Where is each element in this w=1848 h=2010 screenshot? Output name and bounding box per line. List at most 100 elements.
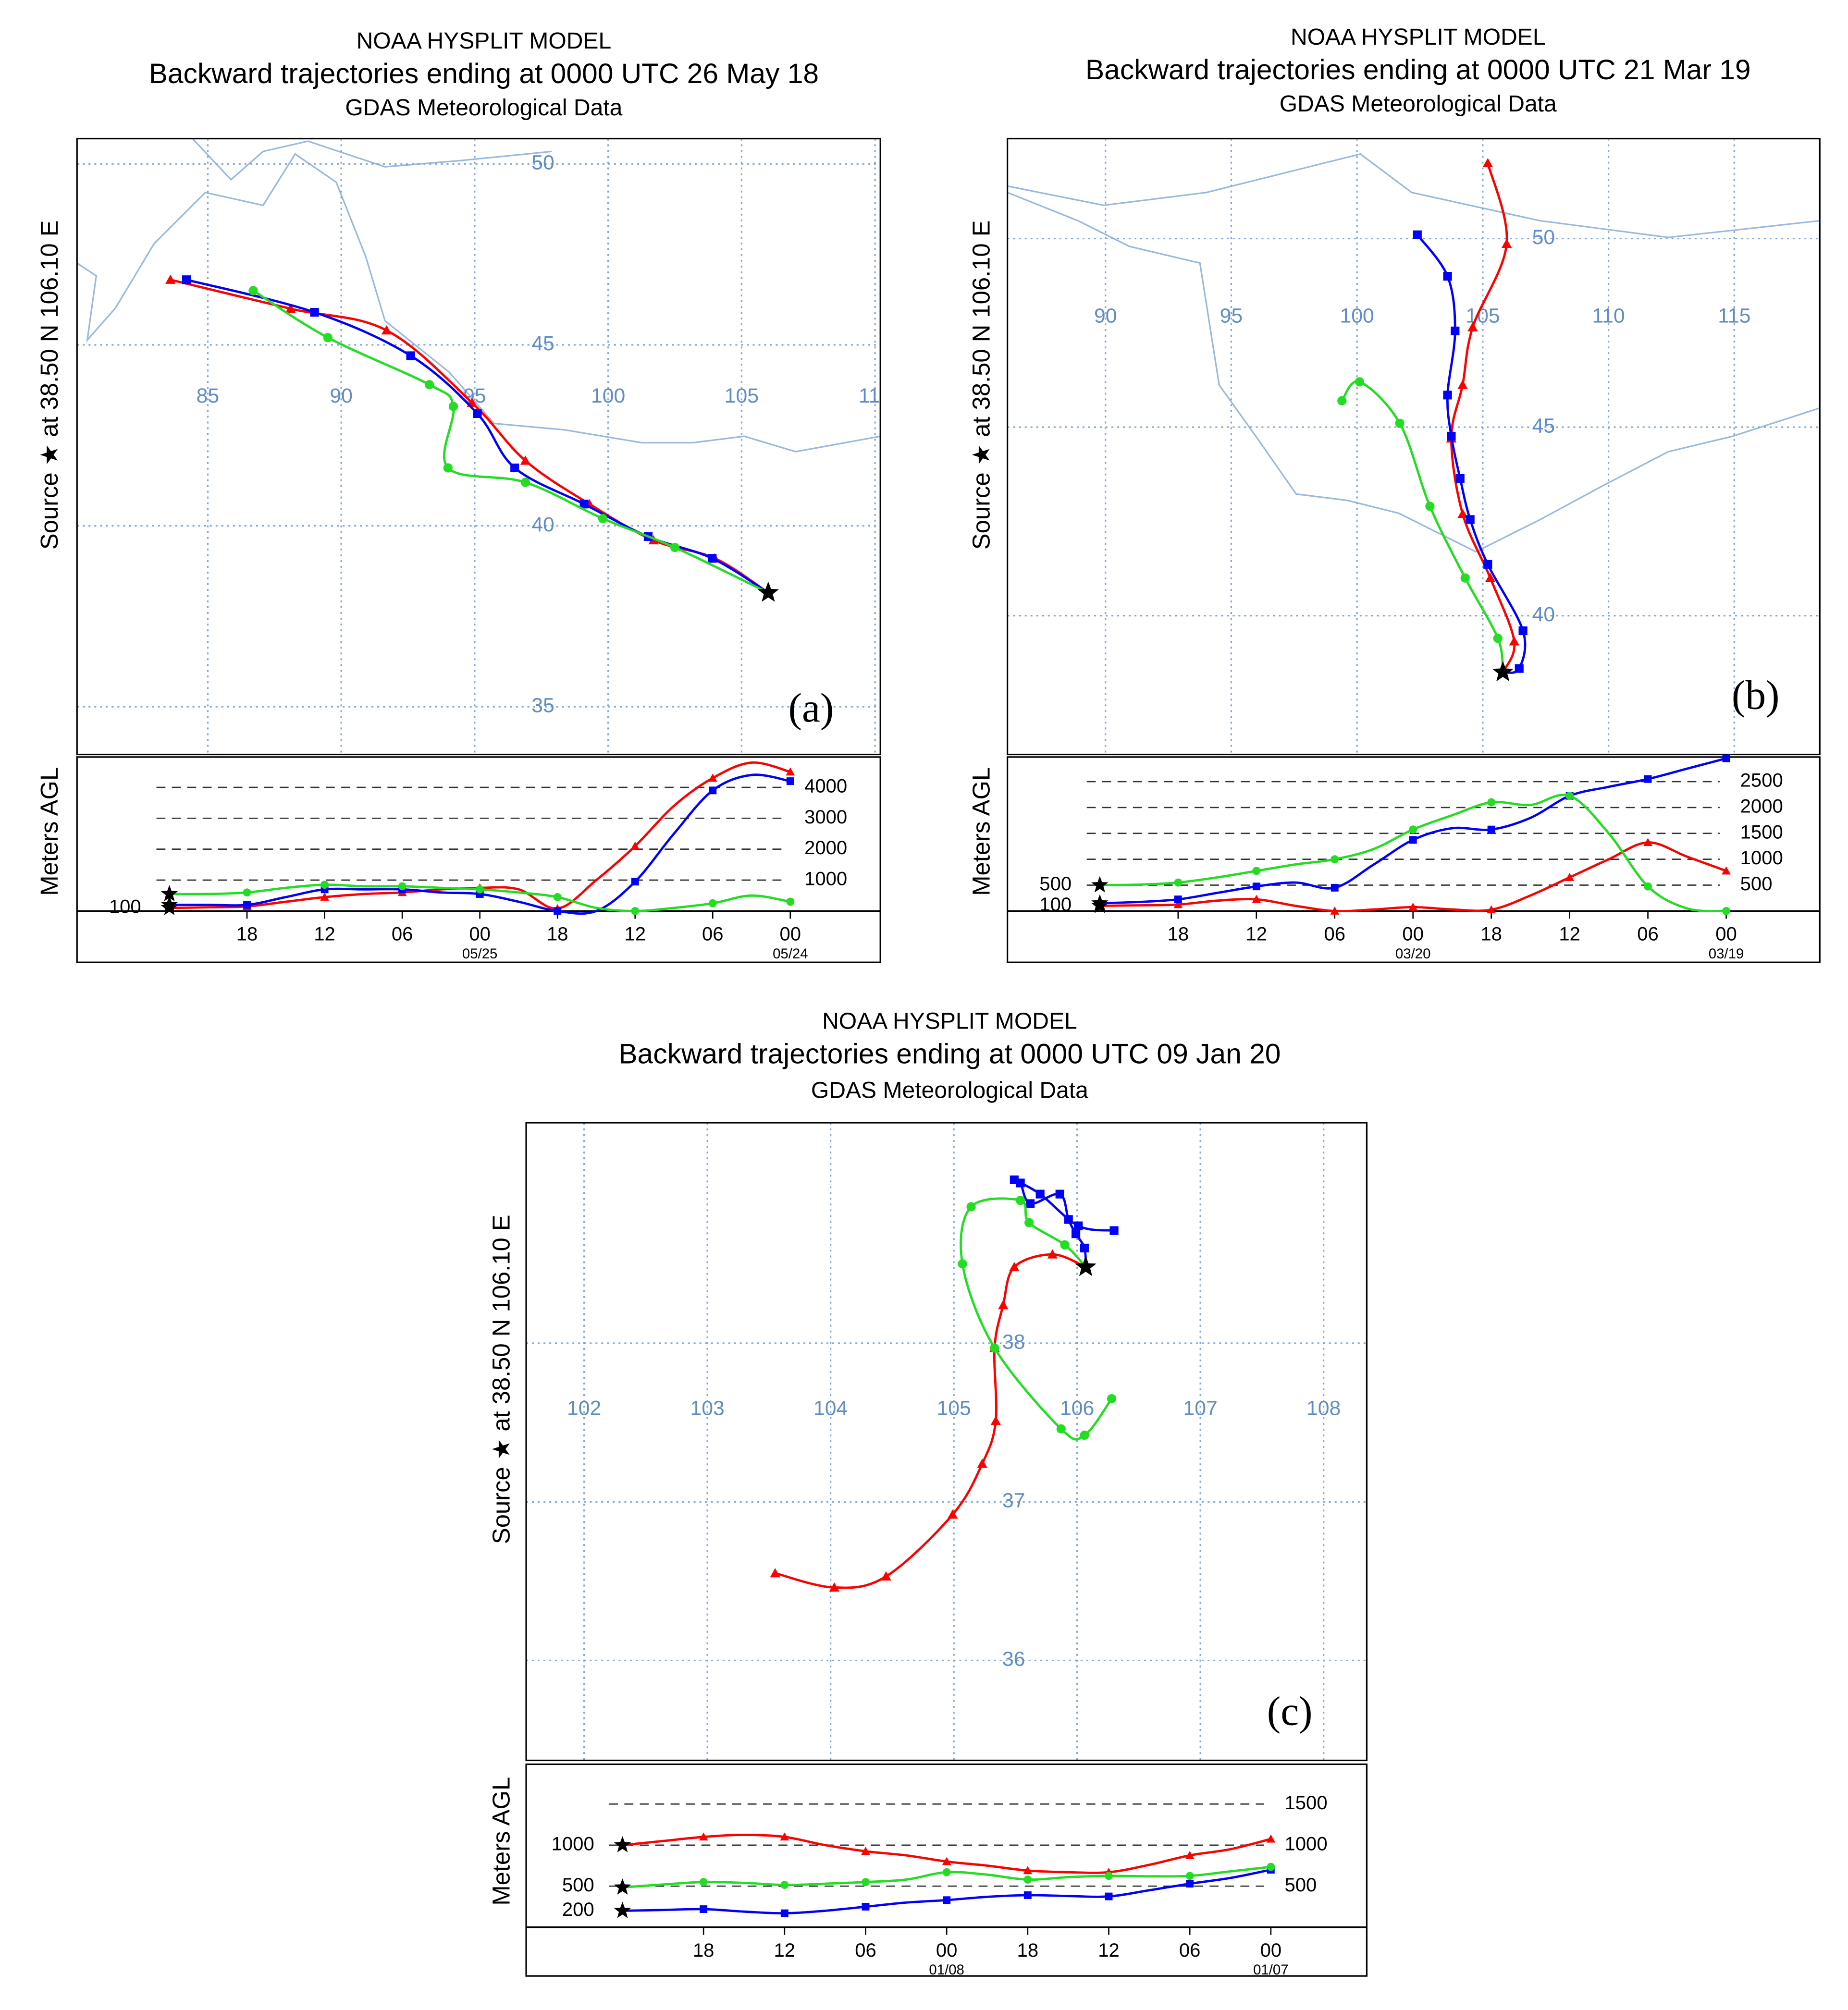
- chart-note: GDAS Meteorological Data: [345, 95, 622, 121]
- marker-triangle: [1509, 636, 1519, 646]
- marker-triangle: [947, 1509, 958, 1519]
- marker-circle: [631, 907, 640, 915]
- source-star: [614, 1878, 631, 1895]
- marker-square: [1174, 895, 1182, 904]
- longitude-label: 103: [690, 1397, 724, 1420]
- map-axis-label: Source ★ at 38.50 N 106.10 E: [967, 220, 995, 550]
- marker-triangle: [977, 1458, 987, 1468]
- marker-square: [473, 409, 482, 418]
- longitude-label: 85: [197, 384, 220, 407]
- date-label: 01/08: [929, 1962, 964, 1978]
- height-tick-label: 500: [1285, 1875, 1317, 1896]
- marker-circle: [320, 881, 329, 889]
- marker-square: [1483, 560, 1492, 569]
- marker-square: [709, 786, 717, 795]
- marker-triangle: [699, 1832, 708, 1841]
- marker-square: [631, 878, 639, 886]
- height-line: [169, 773, 791, 915]
- height-line: [1099, 794, 1726, 912]
- marker-circle: [1644, 882, 1652, 891]
- marker-circle: [1337, 396, 1347, 405]
- trajectory-line: [1341, 380, 1504, 673]
- map-frame: [1007, 137, 1821, 756]
- time-tick-label: 18: [1168, 924, 1189, 945]
- marker-circle: [248, 286, 258, 295]
- height-tick-label: 500: [1740, 873, 1773, 895]
- marker-triangle: [1330, 907, 1340, 915]
- height-tick-label: 2000: [1740, 796, 1783, 817]
- date-label: 05/24: [773, 946, 808, 962]
- marker-triangle: [1047, 1249, 1058, 1259]
- marker-triangle: [708, 773, 717, 782]
- longitude-label: 105: [725, 384, 759, 407]
- marker-triangle: [1722, 866, 1731, 875]
- source-star: [160, 885, 178, 902]
- source-star: [1492, 661, 1514, 682]
- chart-title: NOAA HYSPLIT MODEL: [357, 28, 612, 54]
- marker-circle: [1024, 1218, 1034, 1227]
- marker-square: [1455, 474, 1465, 483]
- height-line: [622, 1834, 1271, 1874]
- time-tick-label: 00: [936, 1940, 958, 1961]
- latitude-label: 35: [531, 694, 554, 717]
- marker-circle: [1565, 792, 1574, 800]
- marker-triangle: [1487, 905, 1496, 914]
- longitude-label: 107: [1183, 1397, 1218, 1420]
- source-star: [614, 1836, 631, 1852]
- marker-circle: [862, 1878, 870, 1887]
- height-tick-label: 1000: [1740, 847, 1783, 869]
- start-height-label: 200: [562, 1899, 594, 1920]
- longitude-label: 105: [1466, 305, 1500, 328]
- height-frame: [76, 756, 881, 963]
- marker-circle: [1493, 634, 1503, 643]
- height-axis-label: Meters AGL: [967, 767, 995, 896]
- marker-square: [1409, 836, 1417, 844]
- time-tick-label: 00: [1402, 924, 1424, 945]
- time-tick-label: 12: [1559, 924, 1580, 945]
- marker-circle: [670, 543, 680, 552]
- longitude-label: 100: [1340, 305, 1374, 328]
- longitude-label: 106: [1060, 1397, 1094, 1420]
- marker-circle: [958, 1259, 967, 1269]
- height-tick-label: 1000: [804, 869, 847, 890]
- marker-square: [1487, 825, 1495, 833]
- marker-square: [1331, 883, 1339, 892]
- marker-circle: [1185, 1872, 1194, 1880]
- date-label: 03/19: [1709, 946, 1744, 962]
- marker-square: [1064, 1215, 1073, 1224]
- map-axis-label: Source ★ at 38.50 N 106.10 E: [487, 1214, 515, 1544]
- marker-circle: [520, 478, 530, 487]
- marker-square: [1722, 754, 1730, 762]
- time-tick-label: 18: [693, 1940, 715, 1961]
- marker-circle: [424, 380, 434, 390]
- marker-square: [1447, 431, 1456, 441]
- marker-square: [1109, 1226, 1119, 1235]
- marker-circle: [1252, 867, 1261, 875]
- marker-circle: [598, 514, 608, 524]
- marker-circle: [448, 402, 458, 411]
- height-tick-label: 3000: [804, 807, 847, 828]
- latitude-label: 36: [1002, 1648, 1025, 1671]
- time-tick-label: 06: [1324, 924, 1345, 945]
- marker-circle: [1425, 502, 1435, 511]
- marker-square: [1026, 1199, 1035, 1208]
- longitude-label: 110: [859, 384, 891, 407]
- time-tick-label: 18: [1480, 924, 1502, 945]
- height-line: [169, 761, 791, 910]
- time-tick-label: 12: [1098, 1940, 1120, 1961]
- marker-triangle: [1173, 900, 1183, 908]
- marker-triangle: [285, 303, 296, 313]
- chart-title: NOAA HYSPLIT MODEL: [1291, 24, 1546, 50]
- height-axis-label: Meters AGL: [36, 767, 63, 896]
- marker-square: [708, 554, 717, 563]
- start-height-label: 100: [1039, 894, 1072, 915]
- marker-triangle: [165, 274, 176, 284]
- height-tick-label: 1000: [1285, 1833, 1328, 1854]
- marker-square: [786, 777, 794, 785]
- coastline: [1007, 153, 1820, 553]
- time-tick-label: 12: [314, 924, 335, 945]
- trajectory-line: [775, 1253, 1086, 1589]
- marker-square: [510, 463, 519, 473]
- marker-circle: [1060, 1240, 1070, 1250]
